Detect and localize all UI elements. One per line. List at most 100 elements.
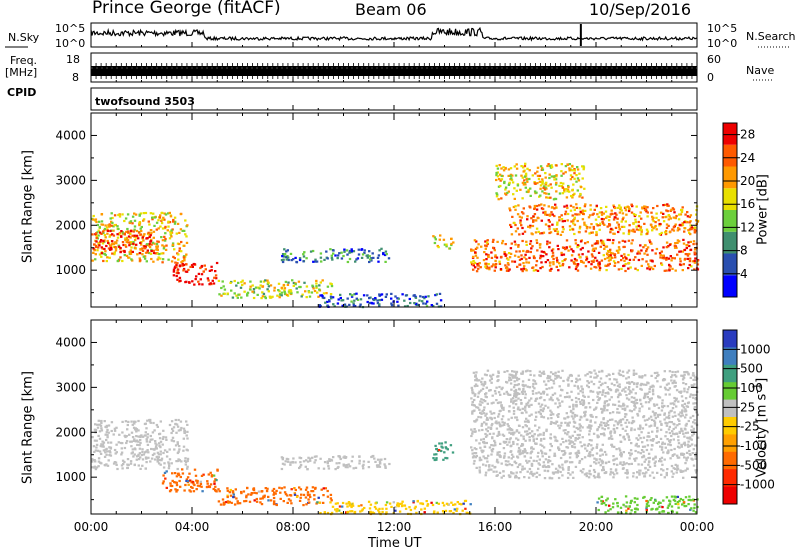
data-cell — [529, 250, 532, 254]
data-cell — [396, 502, 399, 505]
data-cell — [322, 487, 325, 490]
data-cell — [326, 511, 330, 515]
data-cell — [473, 394, 476, 397]
data-cell — [123, 460, 126, 464]
data-cell — [464, 507, 467, 510]
data-cell — [662, 204, 665, 207]
data-cell — [686, 253, 689, 256]
data-cell — [202, 270, 205, 273]
data-cell — [237, 281, 240, 284]
data-cell — [486, 239, 489, 242]
data-cell — [275, 489, 278, 492]
data-cell — [552, 471, 556, 474]
data-cell — [551, 251, 555, 254]
data-cell — [686, 215, 690, 218]
data-cell — [491, 450, 494, 453]
data-cell — [689, 416, 692, 419]
data-cell — [475, 240, 478, 243]
data-cell — [484, 393, 487, 396]
data-cell — [548, 164, 552, 168]
data-cell — [473, 428, 476, 431]
data-cell — [638, 375, 641, 378]
data-cell — [262, 495, 265, 498]
data-cell — [507, 168, 511, 171]
data-cell — [177, 429, 181, 432]
data-cell — [168, 211, 171, 214]
data-cell — [143, 233, 146, 236]
data-cell — [496, 193, 499, 196]
data-cell — [524, 186, 527, 189]
data-cell — [519, 452, 522, 455]
data-cell — [502, 406, 505, 409]
data-cell — [368, 297, 371, 300]
data-cell — [354, 466, 358, 469]
data-cell — [209, 282, 212, 285]
data-cell — [169, 215, 173, 218]
data-cell — [124, 420, 128, 423]
data-cell — [542, 461, 545, 464]
data-cell — [662, 510, 666, 513]
data-cell — [572, 206, 575, 209]
data-cell — [102, 445, 105, 448]
data-cell — [421, 295, 425, 299]
data-cell — [530, 413, 533, 416]
station-title: Prince George (fitACF) — [92, 0, 281, 18]
data-cell — [689, 508, 692, 511]
data-cell — [160, 459, 163, 462]
data-cell — [184, 281, 187, 284]
data-cell — [331, 505, 335, 508]
data-cell — [664, 393, 667, 396]
data-cell — [597, 215, 600, 218]
data-cell — [427, 295, 430, 298]
data-cell — [475, 406, 478, 409]
data-cell — [474, 393, 477, 396]
data-cell — [681, 224, 685, 227]
data-cell — [543, 477, 547, 480]
data-cell — [379, 458, 382, 461]
data-cell — [186, 465, 189, 468]
data-cell — [497, 391, 501, 394]
data-cell — [557, 375, 560, 378]
data-cell — [139, 233, 143, 236]
data-cell — [476, 246, 479, 249]
data-cell — [186, 480, 190, 483]
data-cell — [369, 258, 372, 261]
data-cell — [525, 417, 528, 420]
data-cell — [628, 463, 631, 466]
data-cell — [641, 258, 644, 261]
data-cell — [680, 429, 683, 432]
data-cell — [409, 301, 412, 305]
data-cell — [624, 206, 627, 209]
x-axis-label: Time UT — [368, 536, 422, 551]
data-cell — [553, 175, 556, 178]
data-cell — [177, 458, 180, 461]
data-cell — [579, 402, 582, 405]
data-cell — [128, 221, 132, 225]
data-cell — [595, 259, 599, 262]
data-cell — [653, 414, 656, 417]
data-cell — [638, 428, 642, 431]
data-cell — [609, 231, 612, 234]
data-cell — [661, 254, 665, 257]
data-cell — [284, 280, 288, 283]
data-cell — [295, 287, 298, 290]
data-cell — [691, 458, 694, 461]
data-cell — [501, 415, 505, 418]
data-cell — [619, 451, 623, 454]
data-cell — [369, 510, 372, 513]
data-cell — [619, 206, 622, 209]
data-cell — [650, 211, 653, 214]
data-cell — [361, 508, 364, 511]
data-cell — [125, 435, 128, 438]
data-cell — [152, 236, 155, 239]
data-cell — [655, 434, 658, 438]
data-cell — [338, 456, 342, 459]
data-cell — [328, 299, 331, 302]
data-cell — [527, 378, 531, 381]
data-cell — [118, 245, 121, 248]
data-cell — [535, 227, 539, 230]
data-cell — [336, 257, 339, 260]
data-cell — [513, 370, 516, 373]
data-cell — [149, 212, 153, 215]
data-cell — [133, 212, 136, 215]
